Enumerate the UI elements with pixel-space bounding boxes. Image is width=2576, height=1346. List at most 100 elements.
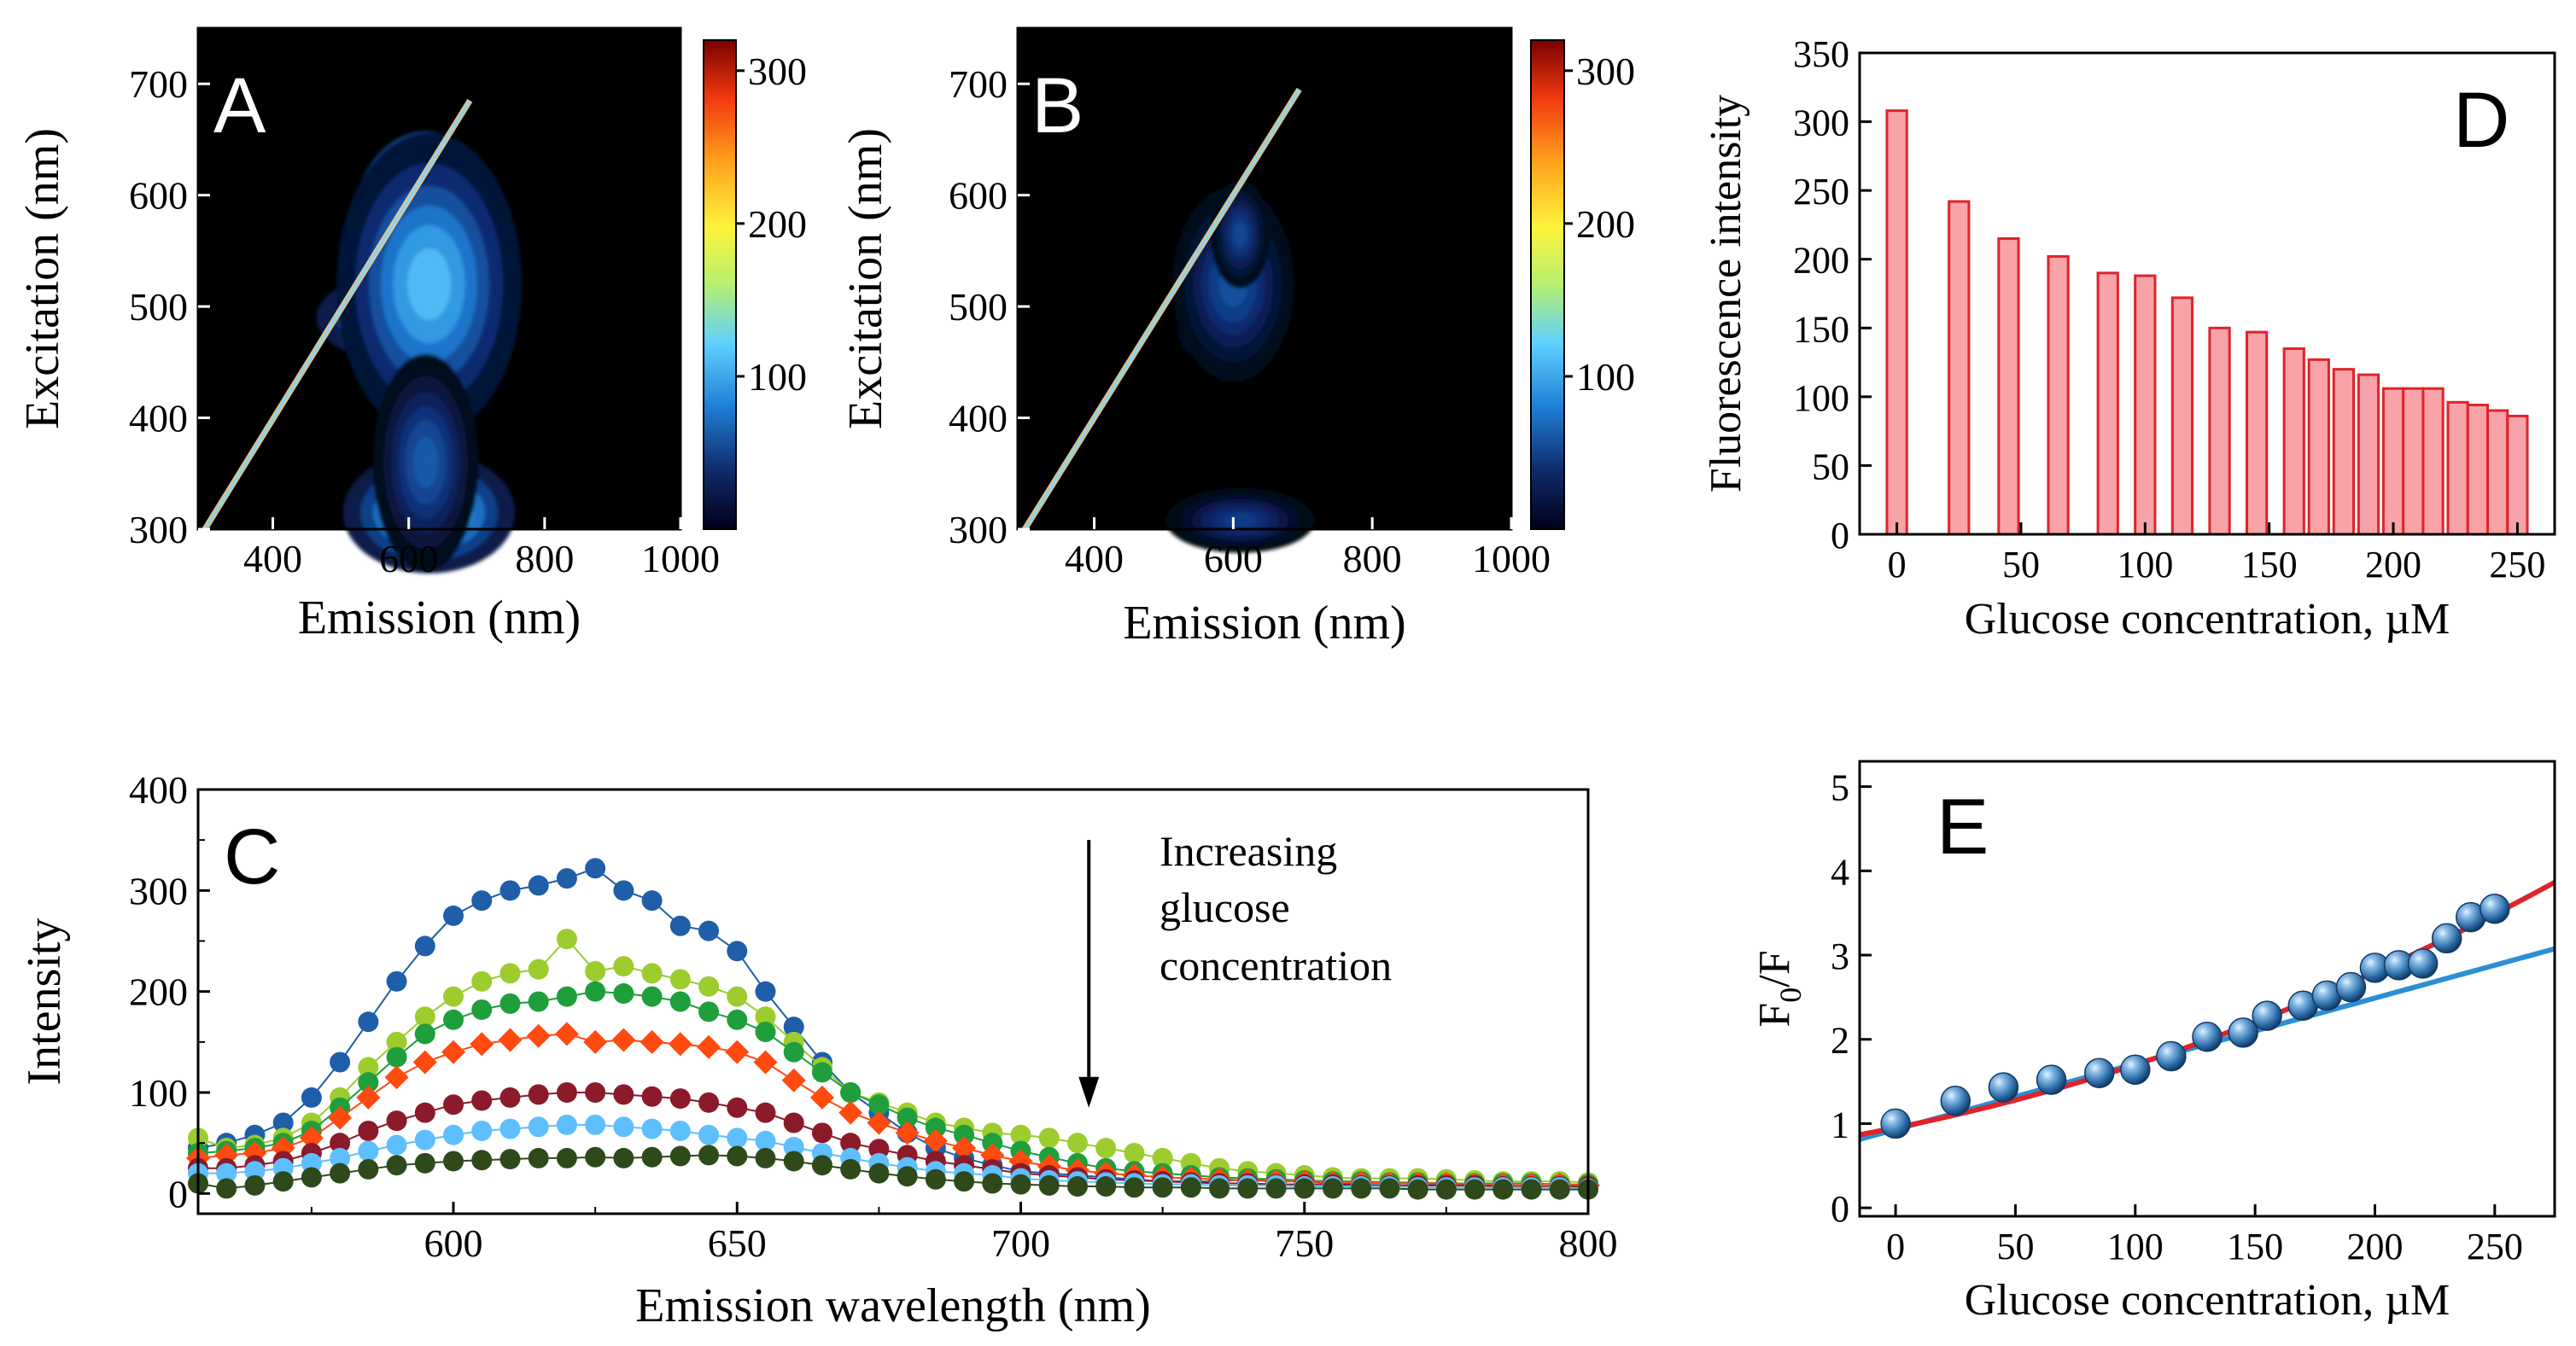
data-point <box>443 1094 464 1116</box>
data-point <box>528 875 549 896</box>
data-point <box>2252 1000 2282 1031</box>
data-point <box>272 1171 294 1192</box>
data-point <box>1407 1179 1428 1200</box>
bar <box>1948 200 1971 536</box>
data-point <box>443 986 464 1007</box>
panel-e-x-tick-label: 250 <box>2467 1226 2523 1267</box>
data-point <box>556 986 577 1007</box>
data-point <box>727 1127 748 1149</box>
data-point <box>669 1145 691 1167</box>
data-point <box>2431 923 2462 954</box>
bar <box>2357 373 2380 536</box>
colorbar-tick-label: 200 <box>1576 202 1635 246</box>
data-point <box>585 1082 606 1103</box>
panel-e-y-label-f: F <box>1750 1003 1799 1028</box>
data-point <box>1010 1124 1031 1145</box>
panel-d-frame <box>1858 51 2556 536</box>
data-point <box>840 1082 862 1103</box>
data-point <box>443 1124 464 1145</box>
panel-d-x-axis-label: Glucose concentration, µM <box>1965 595 2450 644</box>
data-point <box>613 956 634 977</box>
data-point <box>895 1121 920 1145</box>
panel-d-y-tick-label: 0 <box>1831 515 1849 556</box>
data-point <box>356 1085 381 1110</box>
panel-e-axes: 0 50 100 150 200 250 0 1 2 3 4 5 <box>1831 760 2556 1267</box>
data-point <box>358 1140 379 1162</box>
data-point <box>499 1087 521 1108</box>
data-point <box>698 1124 720 1145</box>
data-point <box>443 1151 464 1172</box>
panel-c-letter: C <box>224 813 280 900</box>
panel-c-x-tick-label: 650 <box>708 1221 767 1265</box>
panel-a-x-tick-label: 600 <box>379 537 438 580</box>
data-point <box>1988 1072 2019 1103</box>
panel-d-y-tick-label: 100 <box>1793 377 1849 419</box>
data-point <box>301 1167 322 1188</box>
data-point <box>585 1146 606 1168</box>
data-point <box>244 1161 266 1182</box>
panel-b-x-tick-label: 600 <box>1204 537 1263 580</box>
data-point <box>1379 1178 1400 1199</box>
data-point <box>556 1147 577 1168</box>
panel-c-plot <box>186 858 1600 1200</box>
data-point <box>1124 1177 1145 1198</box>
data-point <box>528 959 549 980</box>
data-point <box>554 1022 579 1046</box>
data-point <box>867 1110 891 1135</box>
data-point <box>328 1105 353 1130</box>
panel-a-x-axis-label: Emission (nm) <box>298 591 581 644</box>
data-point <box>783 1112 804 1133</box>
data-point <box>330 1162 351 1184</box>
panel-d-y-tick-label: 350 <box>1793 33 1849 75</box>
data-point <box>386 1134 407 1156</box>
data-point <box>1038 1127 1060 1149</box>
panel-a: 400 600 800 1000 300 400 500 600 700 A Emission … <box>16 26 807 644</box>
panel-c-x-axis-label: Emission wavelength (nm) <box>635 1279 1150 1332</box>
data-point <box>528 1116 549 1138</box>
data-point <box>669 915 691 936</box>
panel-e-frame <box>1858 760 2556 1218</box>
data-point <box>272 1112 294 1133</box>
panel-b-y-tick-label: 500 <box>949 285 1008 329</box>
panel-a-letter: A <box>213 62 266 149</box>
data-point <box>755 1102 776 1123</box>
panel-c-y-axis-label: Intensity <box>18 918 71 1086</box>
data-point <box>783 1041 804 1063</box>
series-250-µM <box>188 1145 1598 1200</box>
data-point <box>1095 1176 1117 1197</box>
data-point <box>471 970 493 992</box>
series-line <box>198 1092 1588 1188</box>
data-point <box>868 1094 890 1116</box>
colorbar-tick-label: 200 <box>748 202 807 246</box>
data-point <box>611 1028 636 1052</box>
data-point <box>585 858 606 879</box>
data-point <box>384 1065 409 1090</box>
data-point <box>613 880 634 901</box>
panel-e-x-tick-label: 150 <box>2227 1226 2283 1267</box>
data-point <box>585 981 606 1002</box>
bar <box>2134 274 2157 536</box>
data-point <box>641 1146 663 1168</box>
colorbar-gradient <box>703 39 737 530</box>
data-point <box>471 890 493 912</box>
panel-b-letter: B <box>1031 62 1084 149</box>
panel-a-y-tick-label: 400 <box>129 397 188 440</box>
panel-c-y-tick-label: 300 <box>129 869 188 912</box>
panel-a-x-tick-label: 800 <box>515 537 574 580</box>
heatmap-blobs <box>1165 179 1315 553</box>
heatmap-contour <box>1239 233 1241 236</box>
data-point <box>330 1052 351 1073</box>
bar <box>2096 271 2119 536</box>
data-point <box>982 1133 1003 1154</box>
data-point <box>954 1171 975 1192</box>
data-point <box>1492 1179 1514 1200</box>
panel-d-x-tick-label: 250 <box>2489 544 2545 586</box>
panel-b-frame <box>1016 26 1513 531</box>
data-point <box>299 1126 324 1151</box>
data-point <box>583 1029 608 1054</box>
bar <box>2246 330 2269 536</box>
data-point <box>386 970 407 992</box>
heatmap-contour <box>424 461 427 463</box>
panel-e-y-tick-label: 2 <box>1831 1020 1849 1062</box>
data-point <box>244 1174 266 1196</box>
